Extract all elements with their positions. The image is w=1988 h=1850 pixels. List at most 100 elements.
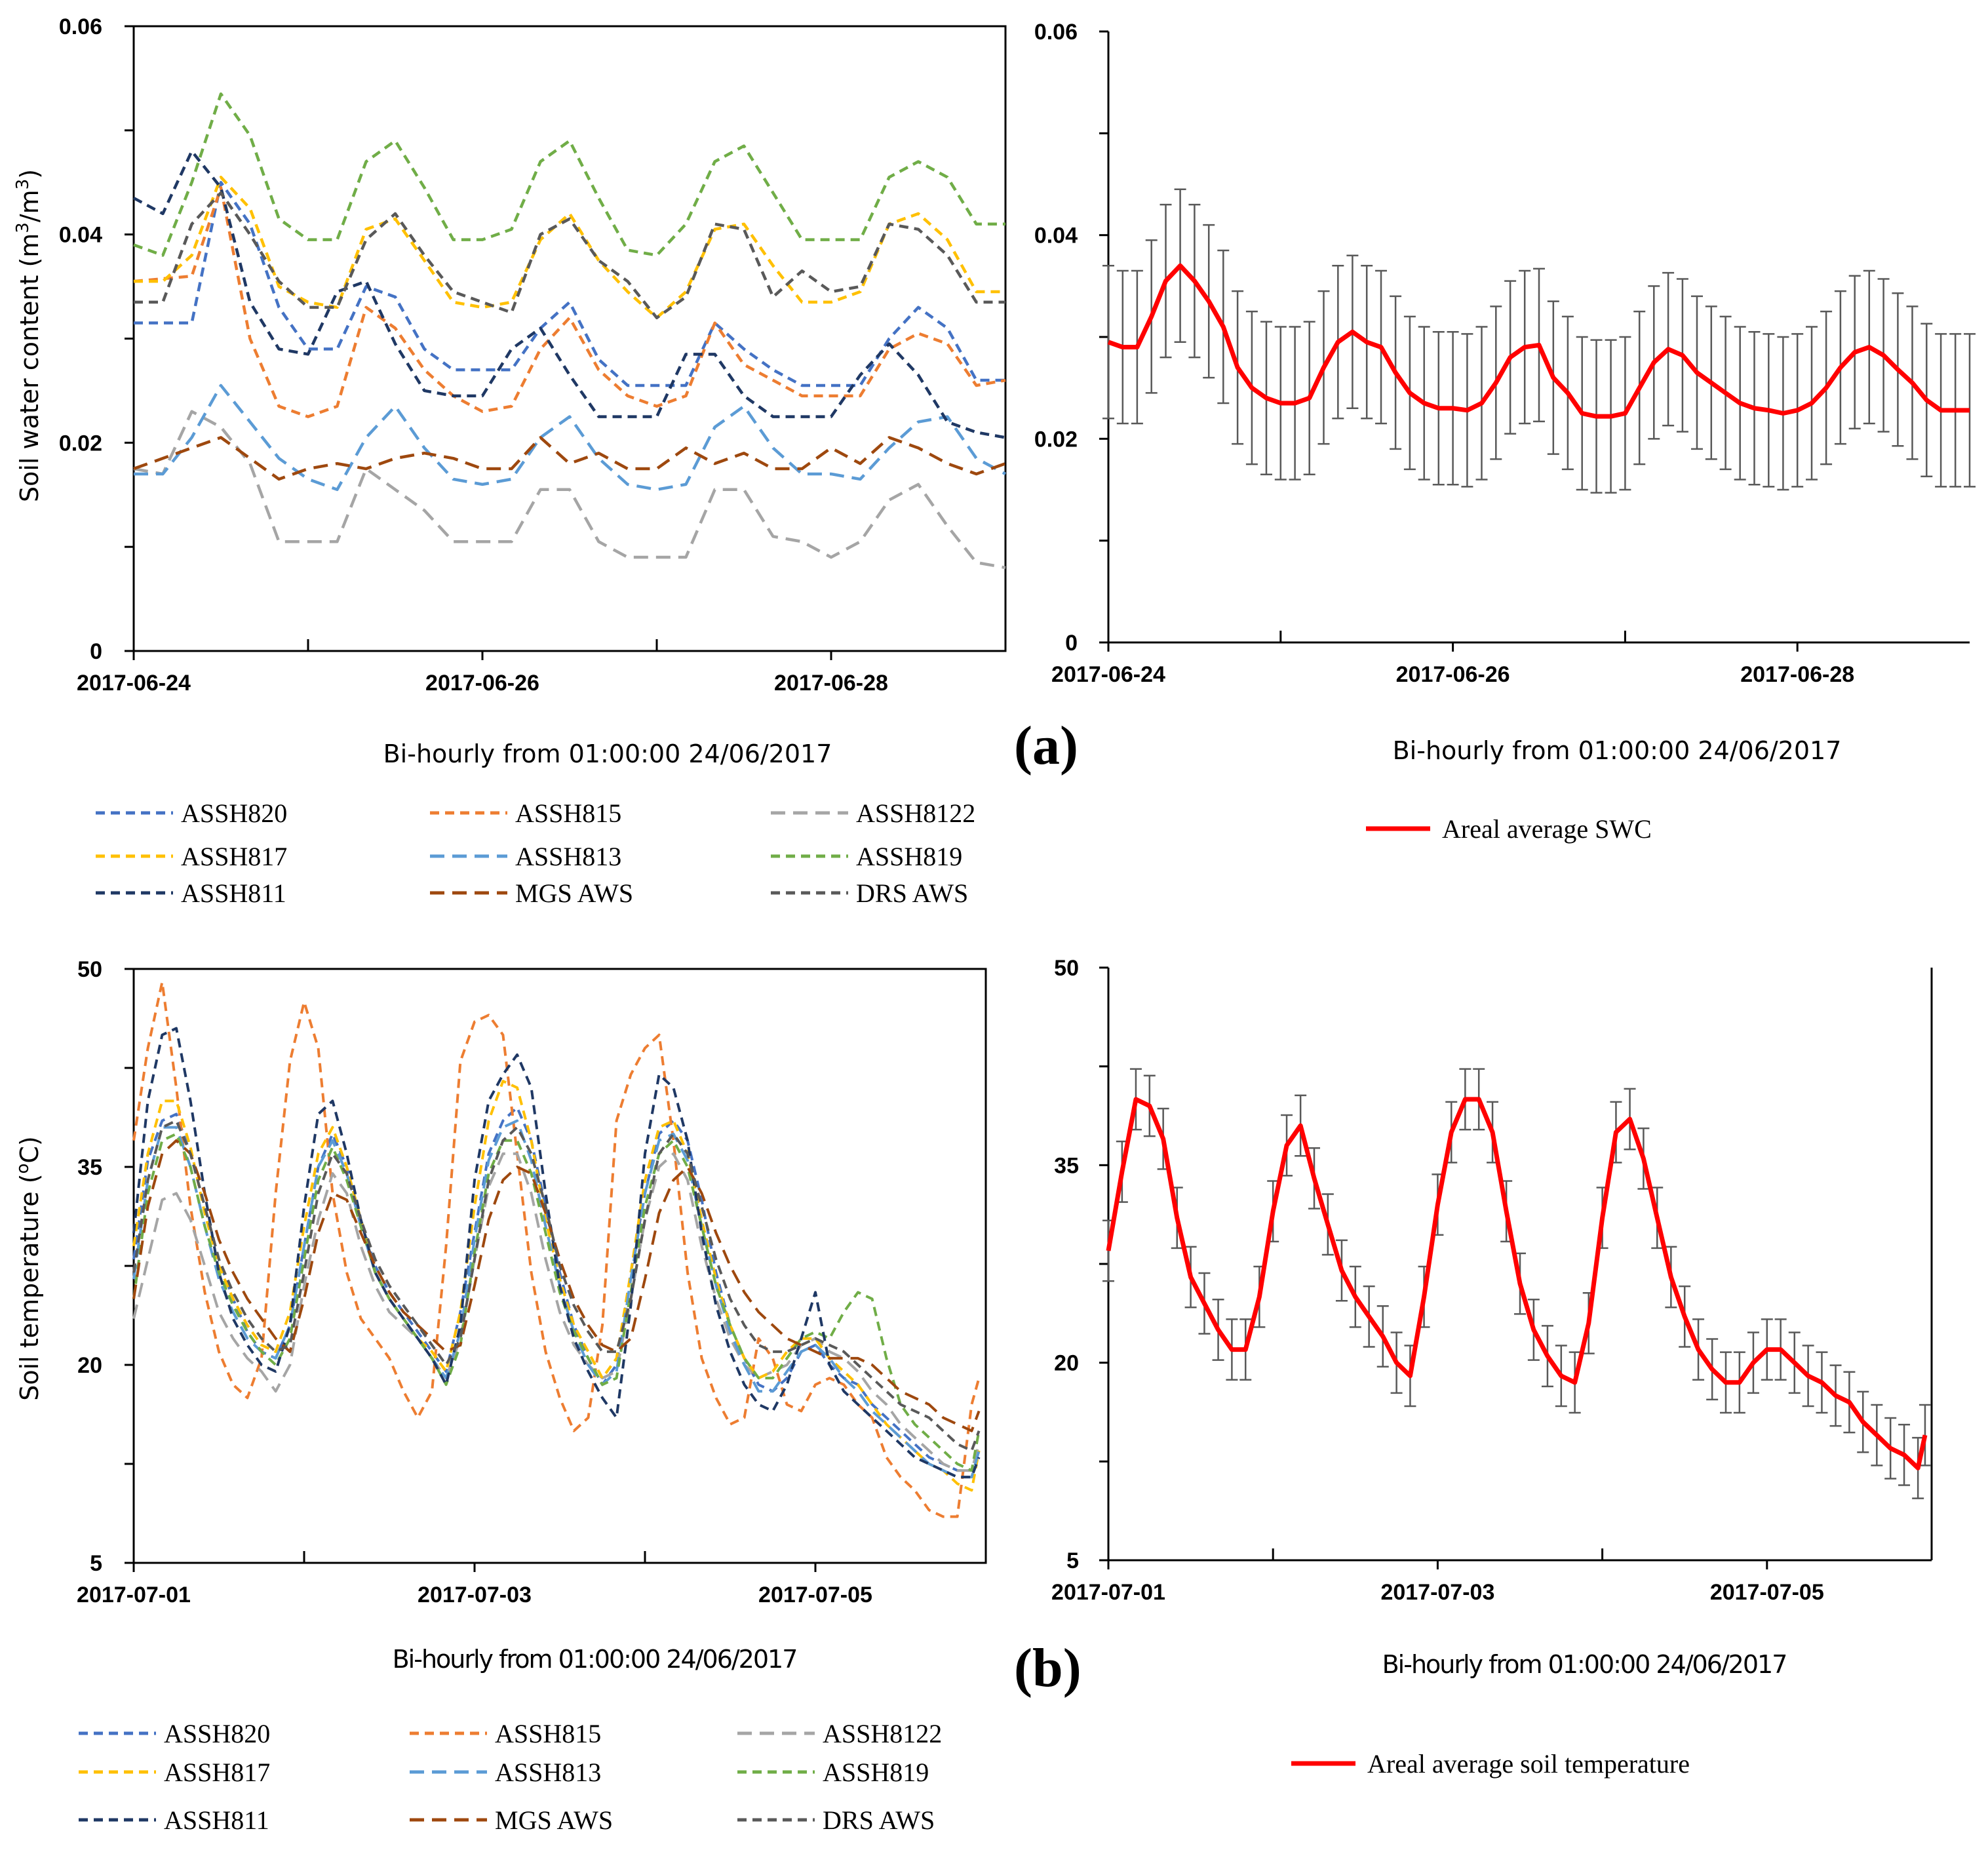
ylabel-sup: o — [13, 1164, 33, 1174]
legend-label: DRS AWS — [856, 878, 968, 908]
series-line-assh820 — [134, 181, 1005, 387]
x-tick-label: 2017-07-05 — [758, 1583, 872, 1607]
series-line-assh819 — [132, 1132, 981, 1472]
legend-item: ASSH8122 — [771, 798, 975, 828]
series-line-assh819 — [133, 92, 1005, 257]
ylabel-sup: 3 — [13, 179, 33, 190]
x-tick-label: 2017-07-01 — [1051, 1580, 1165, 1605]
legend-item: Areal average soil temperature — [1291, 1749, 1690, 1779]
legend-label: ASSH813 — [495, 1758, 601, 1787]
x-tick-label: 2017-06-28 — [774, 671, 888, 696]
legend-item: DRS AWS — [771, 878, 968, 908]
legend-temp-average: Areal average soil temperature — [1291, 1749, 1690, 1779]
y-tick-label: 35 — [1054, 1153, 1079, 1178]
legend-label: MGS AWS — [515, 878, 633, 908]
ylabel-sup: 3 — [13, 222, 33, 233]
legend-label: Areal average soil temperature — [1367, 1749, 1690, 1779]
series-line-assh813 — [132, 1119, 981, 1479]
series-line-assh815 — [132, 981, 981, 1518]
chart-swc-stations: 0 0.02 0.04 0.06 2017-06-24 2017-06-26 2017-06… — [59, 14, 1007, 696]
legend-item: ASSH820 — [96, 798, 287, 828]
legend-label: ASSH813 — [515, 842, 621, 871]
y-tick-label: 0.06 — [59, 14, 102, 39]
ylabel-part: C) — [15, 1136, 44, 1163]
legend-label: ASSH815 — [495, 1719, 601, 1748]
legend-label: ASSH8122 — [856, 798, 975, 828]
legend-item: ASSH817 — [79, 1758, 270, 1787]
series-line-drs-aws — [134, 191, 1005, 319]
y-tick-label: 0.04 — [1034, 224, 1078, 248]
x-tick-label: 2017-06-26 — [425, 671, 539, 696]
legend-item: ASSH811 — [96, 878, 286, 908]
legend-label: ASSH815 — [515, 798, 621, 828]
legend-label: ASSH8122 — [823, 1719, 942, 1748]
y-tick-label: 5 — [1066, 1548, 1079, 1573]
y-tick-label: 35 — [77, 1155, 102, 1180]
legend-item: MGS AWS — [410, 1805, 613, 1835]
legend-item: ASSH819 — [737, 1758, 929, 1787]
legend-label: DRS AWS — [823, 1805, 935, 1835]
series-line-assh811 — [132, 1027, 981, 1479]
series-line-assh8122 — [132, 1152, 981, 1472]
y-tick-label: 0.02 — [59, 431, 102, 456]
x-tick-label: 2017-07-03 — [1380, 1580, 1494, 1605]
x-tick-label: 2017-07-03 — [418, 1583, 532, 1607]
error-bars — [1102, 1068, 1931, 1499]
y-tick-label: 0 — [90, 639, 102, 664]
legend-label: ASSH820 — [181, 798, 287, 828]
series-line-assh817 — [132, 1080, 981, 1492]
legend-item: ASSH819 — [771, 842, 962, 871]
ylabel-part: /m — [15, 189, 44, 222]
legend-label: MGS AWS — [495, 1805, 613, 1835]
series-line-assh811 — [132, 149, 1006, 439]
y-tick-label: 50 — [1054, 956, 1079, 981]
legend-label: ASSH811 — [164, 1805, 269, 1835]
legend-item: ASSH815 — [430, 798, 621, 828]
legend-label: ASSH817 — [164, 1758, 270, 1787]
legend-label: ASSH817 — [181, 842, 287, 871]
legend-label: ASSH811 — [181, 878, 286, 908]
y-tick-label: 50 — [77, 957, 102, 982]
legend-item: ASSH8122 — [737, 1719, 942, 1748]
panel-label-b: (b) — [1014, 1638, 1082, 1699]
ylabel-part: Soil water content (m — [15, 233, 44, 502]
b-left-xlabel: Bi-hourly from 01:00:00 24/06/2017 — [393, 1645, 797, 1674]
legend-item: MGS AWS — [430, 878, 633, 908]
y-tick-label: 5 — [90, 1551, 102, 1576]
x-tick-label: 2017-07-05 — [1710, 1580, 1824, 1605]
legend-item: ASSH811 — [79, 1805, 269, 1835]
a-right-xlabel: Bi-hourly from 01:00:00 24/06/2017 — [1393, 736, 1842, 765]
panel-label-a: (a) — [1014, 715, 1078, 776]
y-tick-label: 0 — [1065, 631, 1078, 656]
legend-item: Areal average SWC — [1366, 814, 1652, 844]
ylabel-part: Soil temperature ( — [15, 1173, 44, 1400]
y-tick-label: 0.02 — [1034, 427, 1078, 452]
legend-item: ASSH817 — [96, 842, 287, 871]
legend-item: ASSH820 — [79, 1719, 270, 1748]
error-bars — [1102, 188, 1976, 494]
series-line-mgs-aws — [133, 436, 1006, 481]
legend-temp-stations: ASSH820 ASSH815 ASSH8122 ASSH817 ASSH813 ASSH… — [79, 1719, 942, 1835]
y-tick-label: 0.04 — [59, 223, 102, 248]
series-line-assh813 — [134, 384, 1007, 492]
legend-swc-average: Areal average SWC — [1366, 814, 1652, 844]
legend-swc-stations: ASSH820 ASSH815 ASSH8122 ASSH817 ASSH813 ASSH… — [96, 798, 975, 908]
x-tick-label: 2017-06-24 — [77, 671, 191, 696]
legend-item: ASSH813 — [410, 1758, 601, 1787]
b-left-ylabel: Soil temperature (oC) — [13, 1136, 44, 1401]
x-tick-label: 2017-06-28 — [1740, 662, 1854, 687]
series-line-drs-aws — [132, 1119, 981, 1452]
a-left-ylabel: Soil water content (m3/m3) — [13, 169, 44, 502]
x-tick-label: 2017-07-01 — [77, 1583, 191, 1607]
b-right-xlabel: Bi-hourly from 01:00:00 24/06/2017 — [1382, 1650, 1787, 1679]
legend-label: Areal average SWC — [1442, 814, 1652, 844]
y-tick-label: 20 — [77, 1353, 102, 1378]
chart-swc-average: 0 0.02 0.04 0.06 2017-06-24 2017-06-26 2017-06… — [1034, 20, 1976, 687]
series-line-assh820 — [132, 1106, 981, 1472]
legend-label: ASSH819 — [823, 1758, 929, 1787]
ylabel-part: ) — [15, 169, 44, 179]
series-line-areal-average-soil-temperature — [1106, 1097, 1928, 1470]
series-line-assh817 — [134, 176, 1005, 319]
legend-item: ASSH815 — [410, 1719, 601, 1748]
